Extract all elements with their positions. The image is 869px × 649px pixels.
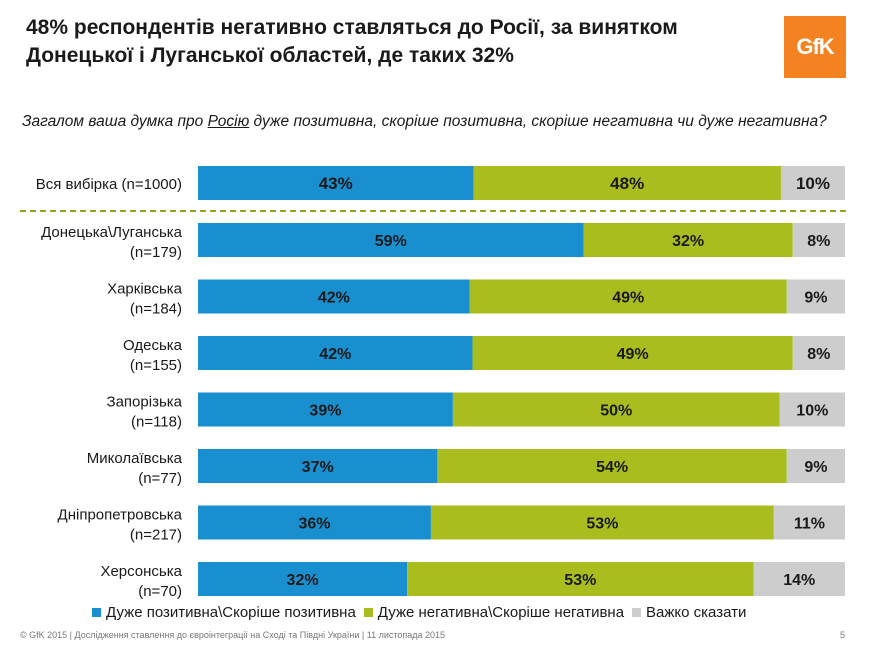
category-label: Одеська <box>123 337 183 354</box>
legend-label-negative: Дуже негативна\Скоріше негативна <box>377 604 625 621</box>
category-label: (n=179) <box>130 244 182 261</box>
category-label: Дніпропетровська <box>58 507 183 524</box>
data-label: 42% <box>319 346 351 363</box>
bar-segment <box>198 505 431 540</box>
data-label: 32% <box>672 233 704 250</box>
bar-segment <box>473 166 781 200</box>
gfk-logo: GfK <box>784 16 846 78</box>
legend-item-positive: Дуже позитивна\Скоріше позитивна <box>92 604 356 621</box>
legend-swatch-negative <box>363 608 373 617</box>
data-label: 50% <box>600 403 632 420</box>
bar-segment <box>198 562 408 596</box>
category-label: (n=77) <box>138 470 182 487</box>
data-label: 53% <box>564 572 596 589</box>
page-title: 48% респондентів негативно ставляться до… <box>26 16 678 67</box>
bar-segment <box>792 336 845 370</box>
data-label: 37% <box>302 459 334 476</box>
bar-segment <box>198 166 474 200</box>
data-label: 9% <box>804 459 827 476</box>
bar-segment <box>786 449 845 483</box>
bar-segment <box>780 166 845 200</box>
category-label: (n=118) <box>131 414 182 431</box>
data-label: 54% <box>596 459 628 476</box>
data-label: 49% <box>617 346 649 363</box>
data-label: 11% <box>794 516 825 533</box>
chart-legend: Дуже позитивна\Скоріше позитивна Дуже не… <box>92 604 754 621</box>
legend-label-positive: Дуже позитивна\Скоріше позитивна <box>106 604 356 621</box>
bar-segment <box>437 449 787 483</box>
data-label: 14% <box>783 572 815 589</box>
question-text-start: Загалом ваша думка про <box>22 113 208 130</box>
bar-segment <box>452 392 780 427</box>
data-label: 53% <box>586 516 618 533</box>
legend-label-hard-to-say: Важко сказати <box>646 604 747 621</box>
data-label: 49% <box>612 290 644 307</box>
data-label: 36% <box>298 516 330 533</box>
bar-segment <box>779 392 845 427</box>
data-label: 10% <box>796 174 830 193</box>
bar-segment <box>198 223 584 257</box>
legend-item-negative: Дуже негативна\Скоріше негативна <box>363 604 625 621</box>
legend-item-hard-to-say: Важко сказати <box>632 604 746 621</box>
bar-segment <box>792 223 845 257</box>
bar-segment <box>198 392 453 427</box>
bar-segment <box>198 279 470 314</box>
data-label: 9% <box>804 290 827 307</box>
data-label: 32% <box>287 572 319 589</box>
data-label: 39% <box>309 403 341 420</box>
bar-segment <box>753 562 845 596</box>
bar-segment <box>786 279 845 314</box>
bar-segment <box>198 449 438 483</box>
data-label: 48% <box>610 174 644 193</box>
bar-segment <box>773 505 845 540</box>
question-text-end: дуже позитивна, скоріше позитивна, скорі… <box>249 113 827 130</box>
category-label: (n=70) <box>138 583 182 600</box>
bar-segment <box>469 279 787 314</box>
page-number: 5 <box>840 630 846 640</box>
data-label: 8% <box>807 233 830 250</box>
survey-question: Загалом ваша думка про Росію дуже позити… <box>22 112 842 132</box>
footer-text: © GfK 2015 | Дослідження ставлення до єв… <box>20 630 446 640</box>
category-label: (n=155) <box>130 357 182 374</box>
data-label: 59% <box>375 233 407 250</box>
category-label: Вся вибірка (n=1000) <box>36 176 182 193</box>
bar-segment <box>430 505 774 540</box>
legend-swatch-positive <box>92 608 101 617</box>
legend-swatch-hard-to-say <box>632 608 642 617</box>
bar-segment <box>198 336 473 370</box>
bar-segment <box>472 336 793 370</box>
data-label: 42% <box>318 290 350 307</box>
question-text-underlined: Росію <box>207 113 250 130</box>
data-label: 8% <box>807 346 830 363</box>
data-label: 10% <box>796 403 828 420</box>
bar-segment <box>583 223 793 257</box>
category-label: (n=217) <box>130 527 182 544</box>
category-label: Харківська <box>107 281 183 298</box>
bar-segment <box>407 562 754 596</box>
category-label: Херсонська <box>100 563 182 580</box>
category-label: (n=184) <box>130 301 182 318</box>
category-label: Миколаївська <box>87 450 183 467</box>
category-label: Донецька\Луганська <box>41 224 183 241</box>
category-label: Запорізька <box>107 394 183 411</box>
data-label: 43% <box>319 174 353 193</box>
